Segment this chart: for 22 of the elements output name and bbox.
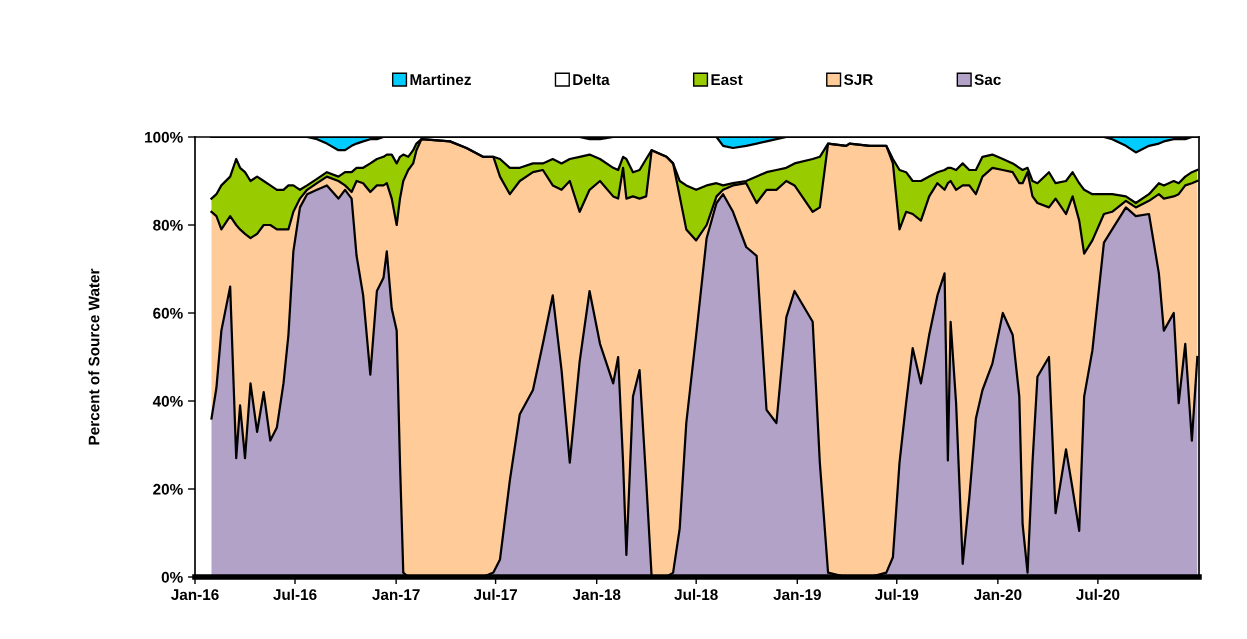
y-tick-label: 60% xyxy=(153,307,183,319)
y-axis-title: Percent of Source Water xyxy=(88,268,100,445)
legend-label: Delta xyxy=(573,73,610,86)
x-tick-label: Jul-17 xyxy=(473,588,517,601)
x-tick-label: Jul-18 xyxy=(674,588,718,601)
y-tick-label: 20% xyxy=(153,483,183,495)
y-tick-label: 100% xyxy=(145,131,183,143)
x-tick-label: Jan-16 xyxy=(171,589,219,601)
legend-label: Martinez xyxy=(410,73,471,86)
legend-label: SJR xyxy=(844,74,873,86)
y-tick-label: 40% xyxy=(152,395,183,407)
x-tick-label: Jan-19 xyxy=(773,589,821,601)
legend-label: Sac xyxy=(974,74,1001,86)
x-tick-label: Jul-20 xyxy=(1076,588,1120,601)
x-tick-label: Jan-17 xyxy=(372,589,420,601)
legend-label: East xyxy=(711,74,743,86)
y-tick-label: 0% xyxy=(161,571,183,583)
x-tick-label: Jul-16 xyxy=(273,588,317,601)
y-tick-label: 80% xyxy=(153,219,183,231)
x-tick-label: Jan-18 xyxy=(572,589,621,601)
x-tick-label: Jan-20 xyxy=(973,589,1022,601)
x-tick-label: Jul-19 xyxy=(874,588,919,601)
